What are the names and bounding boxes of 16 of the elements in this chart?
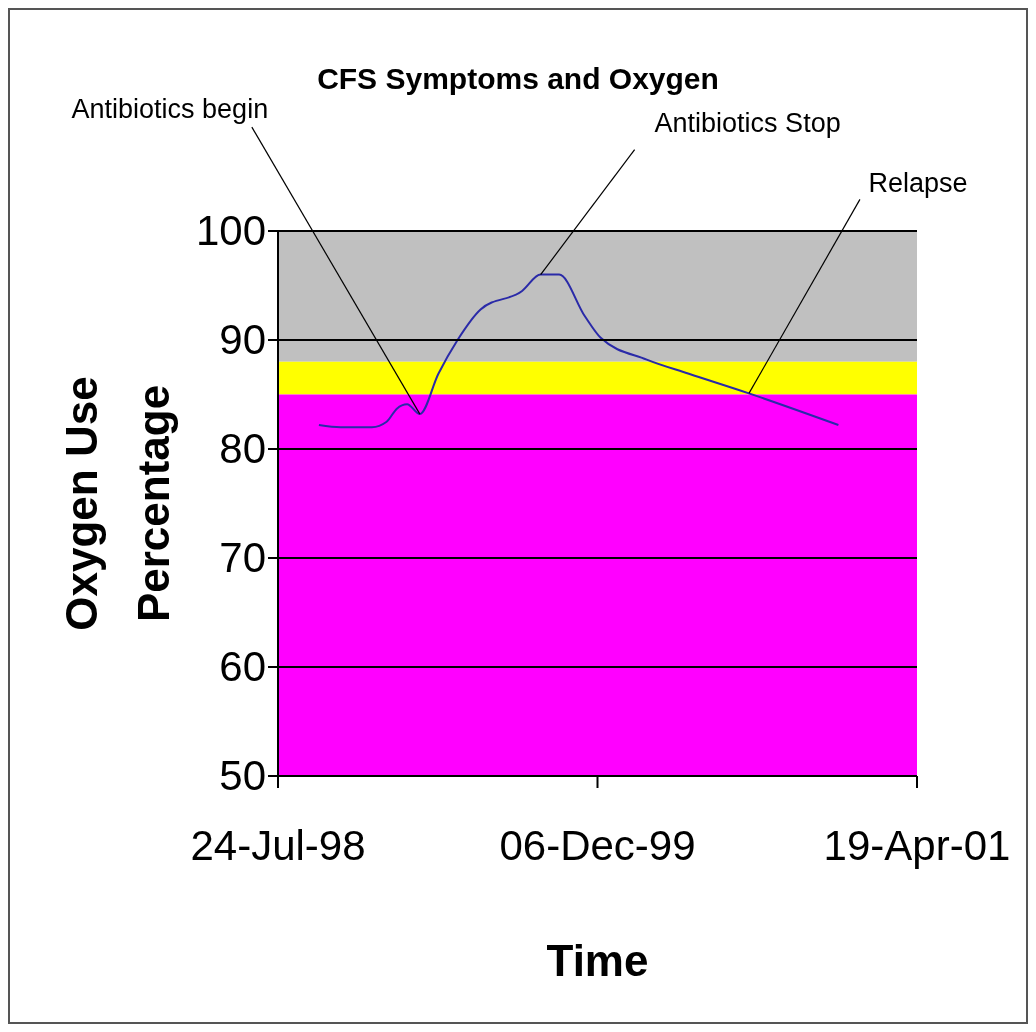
y-tick-label: 60 [219,643,266,690]
x-tick-label: 19-Apr-01 [823,821,1011,869]
x-tick-label: 24-Jul-98 [190,821,366,869]
y-tick-label: 90 [219,316,266,363]
annotation: Relapse [868,167,968,198]
x-tick-label: 06-Dec-99 [499,821,696,869]
y-tick-label: 100 [195,207,266,254]
annotation: Antibiotics Stop [654,107,841,138]
y-tick-label: 50 [219,752,266,799]
y-tick-label: 70 [219,534,266,581]
y-tick-label: 80 [219,425,266,472]
y-axis-title: Oxygen Use Percentage [57,376,178,631]
x-axis-title: Time [546,936,649,985]
chart-title: CFS Symptoms and Oxygen [316,62,720,96]
line-series [317,273,840,429]
annotation: Antibiotics begin [71,94,269,125]
